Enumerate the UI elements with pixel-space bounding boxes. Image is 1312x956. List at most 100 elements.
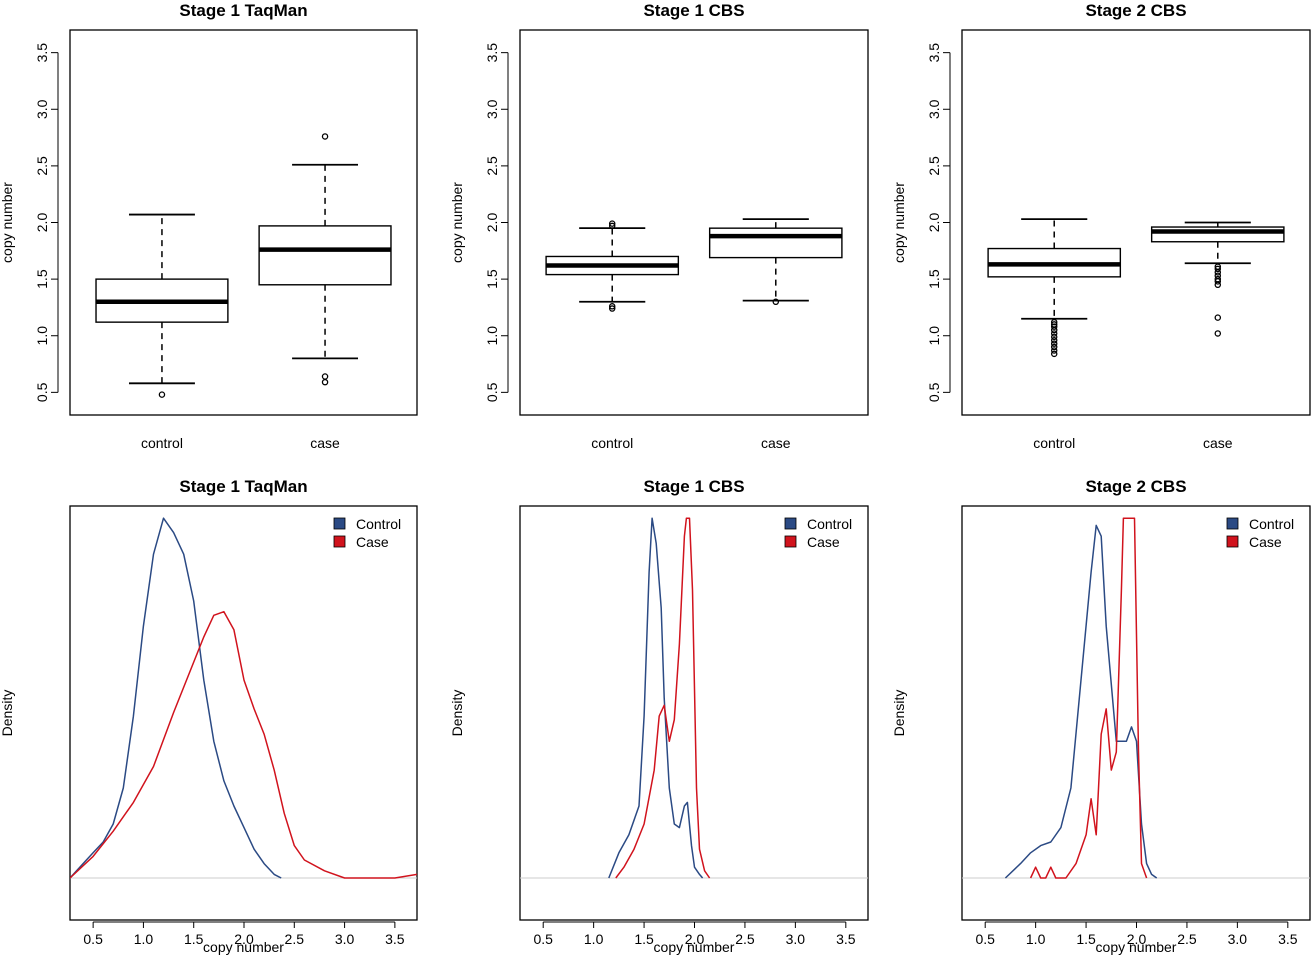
y-tick-label: 2.5 (34, 156, 50, 176)
legend-swatch-control (784, 517, 797, 530)
x-tick-label: 0.5 (83, 931, 103, 947)
x-tick-label: 2.5 (1177, 931, 1197, 947)
plot-frame (519, 29, 869, 416)
outlier-point (1050, 330, 1058, 337)
outlier-point (1050, 323, 1058, 330)
outlier-point (1050, 340, 1058, 347)
outlier-point (1214, 265, 1222, 273)
x-tick-label: 0.5 (975, 931, 995, 947)
outlier-point (1050, 333, 1058, 341)
iqr-box (1150, 226, 1285, 243)
legend-swatch-case (784, 535, 797, 548)
legend-label-case: Case (807, 534, 840, 550)
x-tick-label: 0.5 (533, 931, 553, 947)
outlier-point (1050, 347, 1058, 354)
iqr-box (708, 227, 843, 259)
y-tick-label: 2.0 (484, 213, 500, 233)
y-tick-label: 0.5 (34, 382, 50, 402)
outlier-point (321, 378, 329, 386)
y-tick-label: 3.0 (484, 99, 500, 119)
plot-frame (69, 505, 418, 921)
density-line-case (1029, 517, 1148, 879)
x-tick-label: 3.5 (385, 931, 405, 947)
box-control (545, 220, 680, 312)
y-tick-label: 3.5 (34, 43, 50, 63)
density-line-case (70, 610, 417, 879)
outlier-point (321, 133, 329, 140)
legend-label-case: Case (1249, 534, 1282, 550)
legend-label-control: Control (356, 516, 401, 532)
y-tick-label: 1.5 (34, 269, 50, 289)
y-axis-label: Density (449, 690, 465, 737)
y-tick-label: 1.5 (484, 269, 500, 289)
x-category-label: control (1033, 435, 1075, 451)
panel-title: Stage 1 CBS (643, 1, 744, 20)
box-case (1150, 221, 1285, 337)
panel-title: Stage 2 CBS (1085, 1, 1186, 20)
x-tick-label: 1.0 (584, 931, 604, 947)
legend-label-control: Control (1249, 516, 1294, 532)
y-tick-label: 3.5 (484, 43, 500, 63)
x-tick-label: 2.0 (685, 931, 705, 947)
y-tick-label: 2.5 (484, 156, 500, 176)
outlier-point (772, 298, 780, 306)
x-tick-label: 1.5 (184, 931, 204, 947)
x-tick-label: 3.5 (836, 931, 856, 947)
x-tick-label: 2.0 (1127, 931, 1147, 947)
y-axis-label: copy number (449, 182, 465, 263)
y-tick-label: 2.5 (926, 156, 942, 176)
iqr-box (258, 225, 392, 286)
outlier-point (1214, 330, 1222, 337)
plot-frame (519, 505, 869, 921)
legend-swatch-control (333, 517, 346, 530)
outlier-point (1050, 337, 1058, 344)
panel-title: Stage 1 CBS (643, 477, 744, 496)
y-tick-label: 0.5 (484, 382, 500, 402)
x-tick-label: 3.0 (786, 931, 806, 947)
legend-swatch-control (1226, 517, 1239, 530)
y-tick-label: 1.0 (34, 326, 50, 346)
box-control (987, 218, 1122, 358)
y-axis-label: copy number (0, 182, 15, 263)
x-axis-label: copy number (203, 939, 284, 955)
density-line-control (70, 517, 282, 879)
legend-swatch-case (1226, 535, 1239, 548)
x-tick-label: 1.0 (1026, 931, 1046, 947)
x-axis-label: copy number (1096, 939, 1177, 955)
y-tick-label: 1.0 (484, 326, 500, 346)
panel-title: Stage 1 TaqMan (179, 1, 307, 20)
panel-2: Stage 1 CBS 0.5 1.0 1.5 2.0 2.5 3.0 3.5 copy num… (449, 1, 869, 451)
panel-5: Stage 1 CBS 0.5 1.0 1.5 2.0 2.5 3.0 3.5 copy num… (449, 477, 869, 955)
legend-label-case: Case (356, 534, 389, 550)
plot-frame (961, 29, 1311, 416)
x-tick-label: 1.0 (134, 931, 154, 947)
outlier-point (608, 220, 616, 227)
outlier-point (321, 373, 329, 380)
y-tick-label: 1.5 (926, 269, 942, 289)
panel-4: Stage 1 TaqMan 0.5 1.0 1.5 2.0 2.5 3.0 3.5 copy … (0, 477, 418, 955)
y-tick-label: 1.0 (926, 326, 942, 346)
y-tick-label: 3.5 (926, 43, 942, 63)
y-axis-label: Density (0, 690, 15, 737)
box-case (258, 133, 392, 386)
x-category-label: case (310, 435, 340, 451)
legend-label-control: Control (807, 516, 852, 532)
y-tick-label: 2.0 (34, 213, 50, 233)
density-line-case (615, 517, 711, 879)
x-tick-label: 3.0 (1228, 931, 1248, 947)
panel-1: Stage 1 TaqMan 0.5 1.0 1.5 2.0 2.5 3.0 3.5 copy … (0, 1, 418, 451)
panel-3: Stage 2 CBS 0.5 1.0 1.5 2.0 2.5 3.0 3.5 copy num… (891, 1, 1311, 451)
outlier-point (608, 305, 616, 312)
x-category-label: case (1203, 435, 1233, 451)
density-line-control (1004, 524, 1158, 879)
y-axis-label: Density (891, 690, 907, 737)
outlier-point (1214, 275, 1222, 283)
legend-swatch-case (333, 535, 346, 548)
plot-frame (69, 29, 418, 416)
x-tick-label: 1.5 (634, 931, 654, 947)
outlier-point (1050, 318, 1058, 326)
x-axis-label: copy number (654, 939, 735, 955)
outlier-point (1214, 314, 1222, 321)
outlier-point (1214, 272, 1222, 279)
